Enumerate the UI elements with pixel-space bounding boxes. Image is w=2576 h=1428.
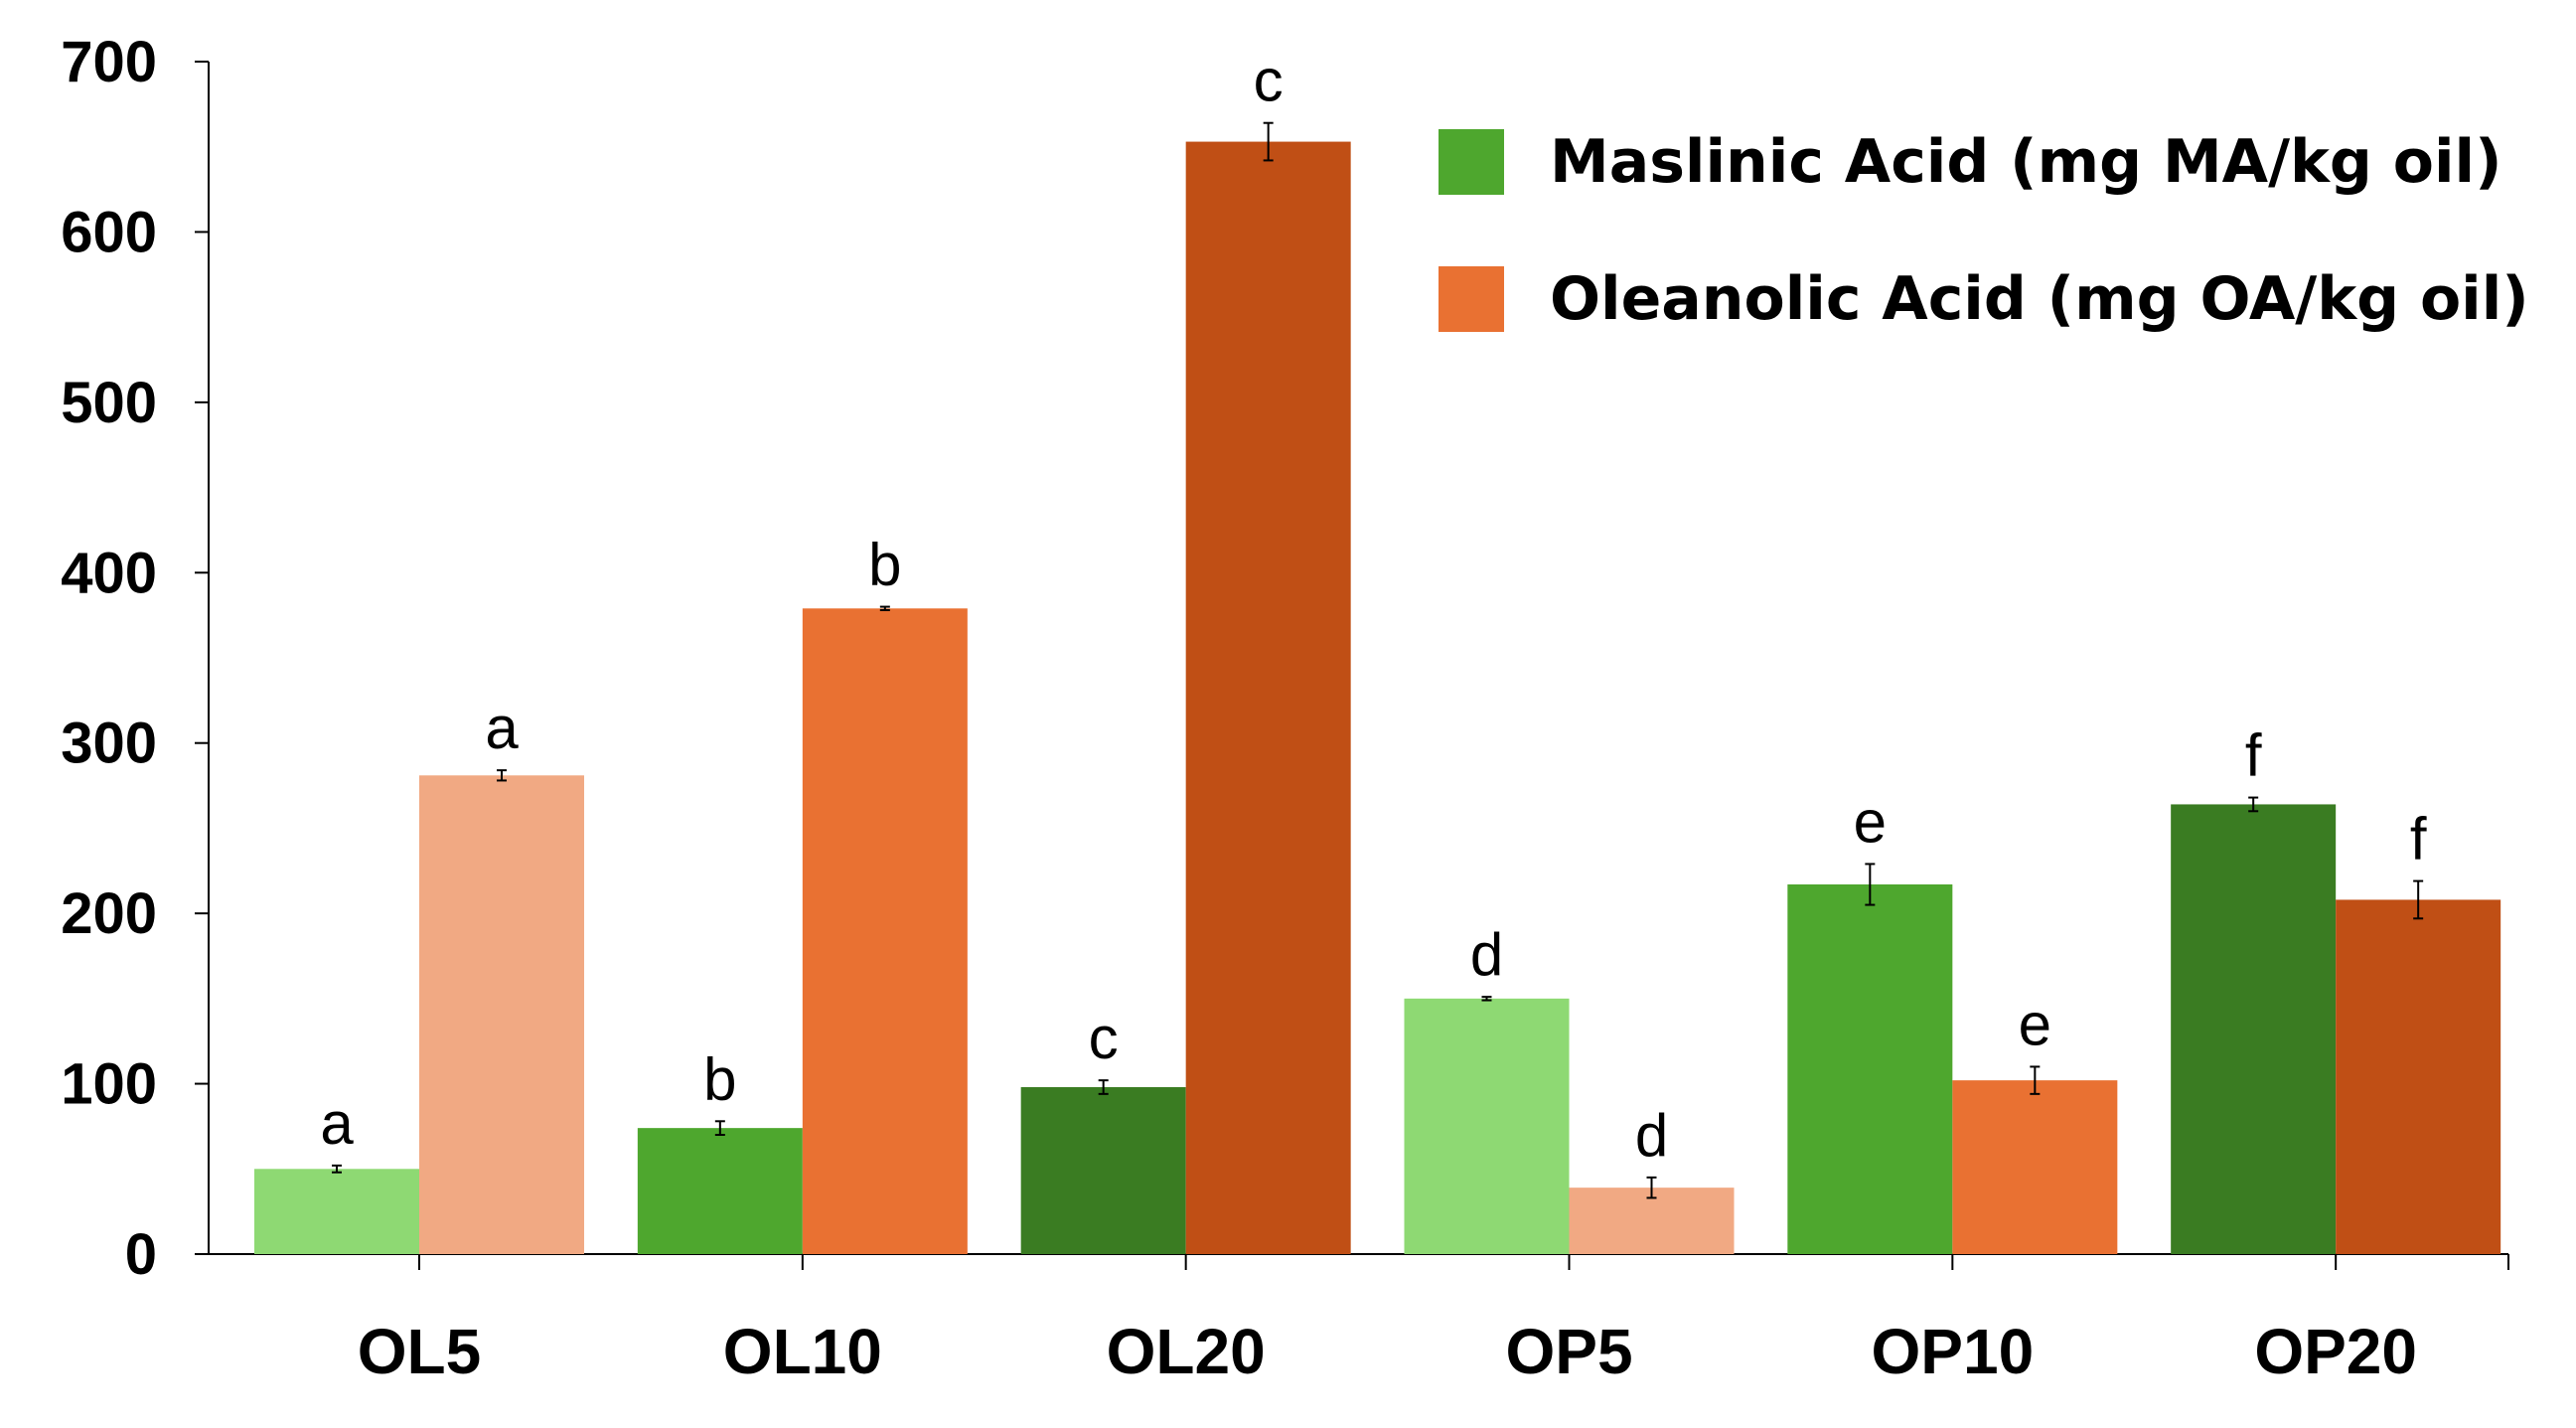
legend-label-maslinic: Maslinic Acid (mg MA/kg oil) [1550, 127, 2502, 197]
y-tick-label: 400 [61, 541, 157, 605]
x-tick-label: OL10 [723, 1316, 882, 1387]
x-tick-label: OP5 [1505, 1316, 1632, 1387]
legend: Maslinic Acid (mg MA/kg oil) Oleanolic A… [1439, 127, 2529, 334]
y-tick-label: 0 [125, 1222, 157, 1287]
y-tick-label: 300 [61, 712, 157, 776]
significance-label: e [2019, 991, 2051, 1057]
significance-label: a [320, 1090, 354, 1157]
significance-label: e [1854, 788, 1887, 855]
x-tick-label: OP10 [1872, 1316, 2035, 1387]
y-tick-label: 700 [61, 30, 157, 94]
bar [1020, 1087, 1186, 1254]
bar [419, 775, 584, 1254]
labels: a b c d e f a b c d e f [320, 48, 2427, 1169]
legend-swatch-maslinic [1439, 129, 1504, 195]
bar [2171, 804, 2337, 1254]
significance-label: d [1635, 1102, 1668, 1169]
y-tick-label: 500 [61, 371, 157, 435]
bar [2336, 899, 2501, 1254]
legend-label-oleanolic: Oleanolic Acid (mg OA/kg oil) [1550, 264, 2529, 334]
significance-label: c [1089, 1005, 1119, 1071]
y-tick-label: 100 [61, 1052, 157, 1117]
bar [254, 1169, 419, 1254]
bars [254, 121, 2501, 1255]
bar [802, 608, 968, 1254]
significance-label: a [485, 695, 519, 761]
significance-label: d [1470, 921, 1503, 988]
y-tick-label: 600 [61, 200, 157, 264]
significance-label: b [703, 1045, 736, 1112]
bar [1787, 884, 1953, 1254]
y-tick-label: 200 [61, 881, 157, 946]
significance-label: f [2245, 722, 2262, 789]
x-tick-label: OL20 [1107, 1316, 1266, 1387]
bar [1952, 1080, 2118, 1254]
legend-swatch-oleanolic [1439, 266, 1504, 332]
bar [1185, 141, 1351, 1255]
significance-label: c [1254, 48, 1284, 114]
bar [637, 1128, 803, 1254]
axes: 0 100 200 300 400 500 600 700 OL5 OL10 OL20 OP5 OP10… [61, 30, 2509, 1387]
significance-label: b [868, 532, 901, 598]
bar [1404, 998, 1570, 1254]
significance-label: f [2410, 806, 2427, 873]
x-tick-label: OP20 [2254, 1316, 2417, 1387]
x-tick-label: OL5 [358, 1316, 481, 1387]
